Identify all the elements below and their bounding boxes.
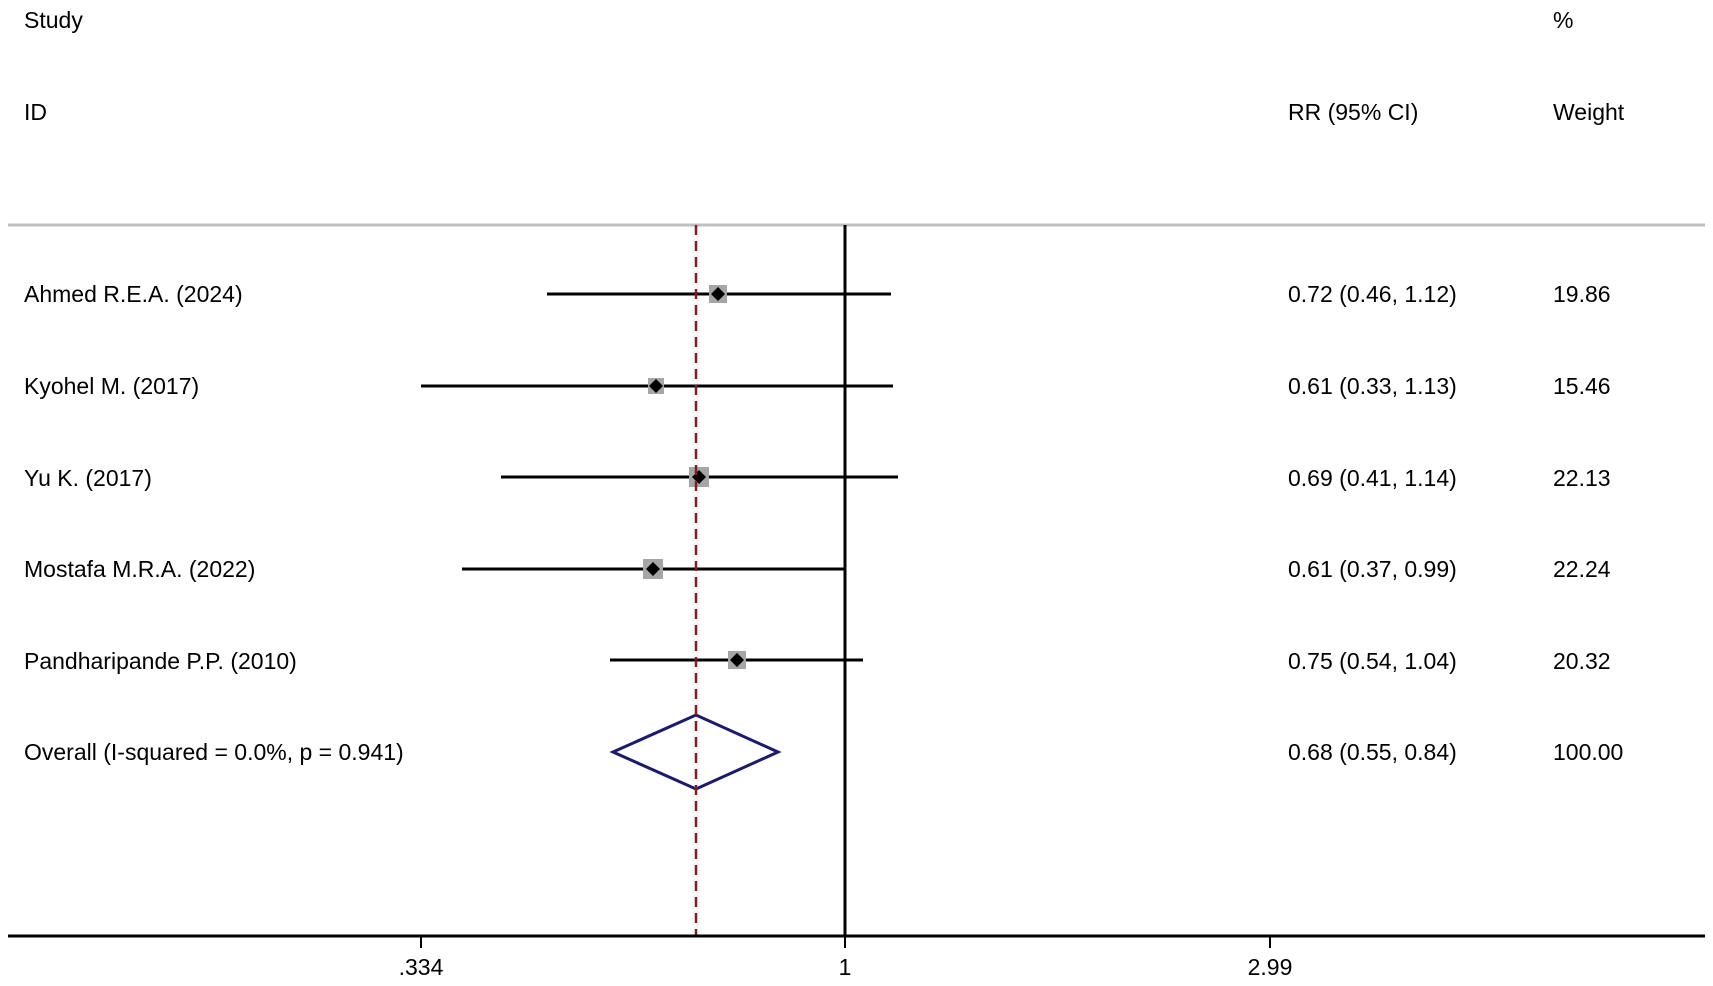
effect-value: 0.61 (0.37, 0.99) [1288,556,1457,582]
study-row: Kyohel M. (2017) 0.61 (0.33, 1.13) 15.46 [24,373,1611,399]
point-estimate-marker [711,287,725,301]
x-tick-label: 2.99 [1248,954,1293,980]
weight-value: 22.13 [1553,465,1611,491]
point-estimate-marker [730,653,744,667]
study-label: Pandharipande P.P. (2010) [24,648,297,674]
overall-weight-value: 100.00 [1553,739,1623,765]
id-header: ID [24,99,47,125]
overall-effect-value: 0.68 (0.55, 0.84) [1288,739,1457,765]
overall-row: Overall (I-squared = 0.0%, p = 0.941) 0.… [24,713,1623,791]
study-label: Kyohel M. (2017) [24,373,199,399]
study-row: Mostafa M.R.A. (2022) 0.61 (0.37, 0.99) … [24,556,1611,582]
study-label: Mostafa M.R.A. (2022) [24,556,255,582]
point-estimate-marker [646,562,660,576]
study-row: Yu K. (2017) 0.69 (0.41, 1.14) 22.13 [24,465,1611,491]
weight-value: 20.32 [1553,648,1611,674]
weight-value: 22.24 [1553,556,1611,582]
weight-value: 15.46 [1553,373,1611,399]
effect-header: RR (95% CI) [1288,99,1418,125]
weight-header-top: % [1553,7,1573,33]
study-label: Ahmed R.E.A. (2024) [24,281,243,307]
effect-value: 0.69 (0.41, 1.14) [1288,465,1457,491]
effect-value: 0.75 (0.54, 1.04) [1288,648,1457,674]
effect-value: 0.61 (0.33, 1.13) [1288,373,1457,399]
overall-label: Overall (I-squared = 0.0%, p = 0.941) [24,739,404,765]
point-estimate-marker [649,379,663,393]
weight-header: Weight [1553,99,1625,125]
x-tick-label: 1 [839,954,852,980]
study-header: Study [24,7,83,33]
weight-value: 19.86 [1553,281,1611,307]
study-row: Pandharipande P.P. (2010) 0.75 (0.54, 1.… [24,648,1611,674]
overall-diamond [609,713,782,791]
study-label: Yu K. (2017) [24,465,152,491]
x-tick-label: .334 [399,954,444,980]
study-row: Ahmed R.E.A. (2024) 0.72 (0.46, 1.12) 19… [24,281,1611,307]
effect-value: 0.72 (0.46, 1.12) [1288,281,1457,307]
